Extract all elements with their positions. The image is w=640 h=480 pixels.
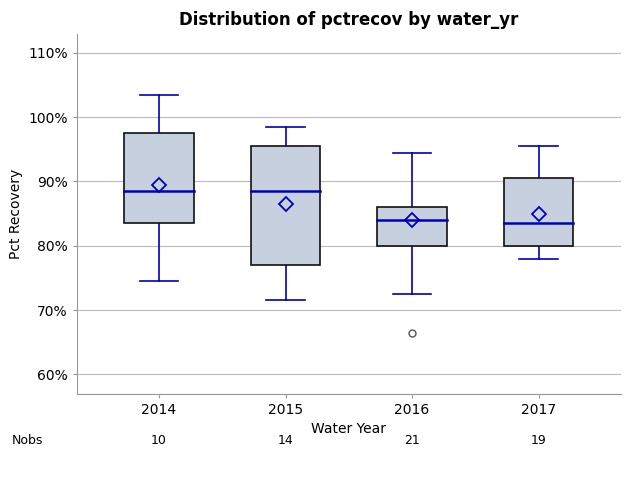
Bar: [124, 133, 194, 223]
Text: 19: 19: [531, 434, 547, 447]
Y-axis label: Pct Recovery: Pct Recovery: [8, 168, 22, 259]
Bar: [377, 207, 447, 246]
Text: 21: 21: [404, 434, 420, 447]
Bar: [251, 146, 321, 265]
Text: 14: 14: [278, 434, 293, 447]
Text: 10: 10: [151, 434, 167, 447]
X-axis label: Water Year: Water Year: [311, 422, 387, 436]
Title: Distribution of pctrecov by water_yr: Distribution of pctrecov by water_yr: [179, 11, 518, 29]
Bar: [504, 178, 573, 246]
Text: Nobs: Nobs: [12, 434, 43, 447]
